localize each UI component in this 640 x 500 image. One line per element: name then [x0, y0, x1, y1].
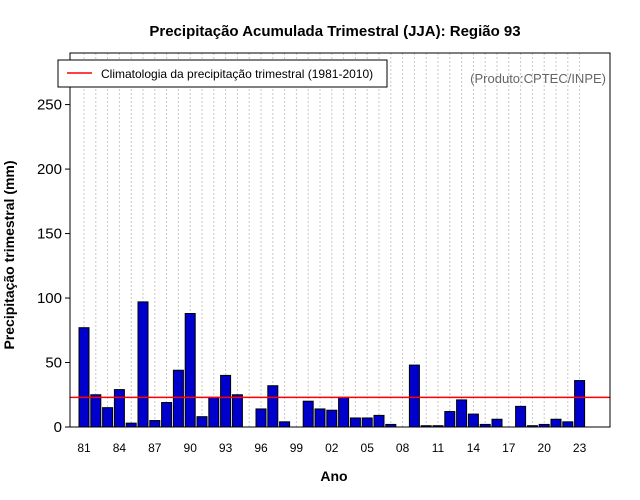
bar-2006 — [373, 414, 385, 428]
x-tick-label-81: 81 — [77, 441, 91, 455]
bar-2021 — [550, 418, 562, 428]
bar-1994 — [231, 394, 243, 428]
x-tick-label-99: 99 — [290, 441, 304, 455]
x-tick-label-23: 23 — [573, 441, 587, 455]
bar-1986 — [137, 301, 149, 428]
bar-1992 — [208, 396, 220, 428]
x-tick-label-96: 96 — [254, 441, 268, 455]
bar-1998 — [279, 421, 291, 428]
bar-1983 — [102, 407, 114, 428]
plot-frame — [69, 52, 611, 428]
legend-box — [57, 59, 388, 88]
bar-2001 — [314, 408, 326, 428]
bar-2023 — [574, 380, 586, 428]
bar-2014 — [467, 413, 479, 428]
bar-1991 — [196, 416, 208, 428]
y-axis: 0 50 100 150 200 250 — [37, 97, 70, 436]
x-tick-label-11: 11 — [432, 441, 445, 455]
bar-1997 — [267, 385, 279, 428]
bar-1987 — [149, 420, 161, 428]
bars — [78, 301, 586, 428]
bar-1985 — [125, 422, 137, 428]
bar-1988 — [161, 401, 173, 428]
bar-2009 — [408, 364, 420, 428]
y-tick-label-0: 0 — [54, 419, 62, 436]
grid-lines — [83, 53, 581, 427]
legend-label: Climatologia da precipitação trimestral … — [101, 67, 373, 81]
chart-title: Precipitação Acumulada Trimestral (JJA):… — [149, 23, 520, 40]
x-tick-label-90: 90 — [184, 441, 198, 455]
y-tick-label-250: 250 — [37, 97, 62, 114]
x-tick-label-17: 17 — [502, 441, 516, 455]
bar-2016 — [491, 418, 503, 428]
bar-2000 — [302, 400, 314, 428]
x-tick-label-02: 02 — [325, 441, 339, 455]
y-tick-label-150: 150 — [37, 226, 62, 243]
bar-2003 — [338, 396, 350, 428]
bar-1989 — [172, 369, 184, 428]
bar-1982 — [90, 394, 102, 428]
bar-2018 — [515, 405, 527, 428]
y-axis-label: Precipitação trimestral (mm) — [1, 160, 17, 349]
x-axis: 81 84 87 90 93 96 99 02 05 08 11 14 17 20 23 — [77, 441, 586, 455]
x-tick-label-14: 14 — [467, 441, 481, 455]
x-tick-label-08: 08 — [396, 441, 410, 455]
bar-1981 — [78, 327, 90, 428]
x-tick-label-20: 20 — [538, 441, 552, 455]
credit-text: (Produto:CPTEC/INPE) — [470, 71, 606, 86]
legend: Climatologia da precipitação trimestral … — [57, 59, 388, 88]
bar-1993 — [220, 374, 232, 428]
x-tick-label-84: 84 — [113, 441, 127, 455]
y-tick-label-100: 100 — [37, 290, 62, 307]
bar-1996 — [255, 408, 267, 428]
bar-2012 — [444, 411, 456, 428]
bar-2022 — [562, 421, 574, 428]
bar-2005 — [361, 417, 373, 428]
bar-2013 — [456, 399, 468, 428]
x-tick-label-93: 93 — [219, 441, 233, 455]
bar-2002 — [326, 409, 338, 428]
bar-2004 — [349, 417, 361, 428]
bar-1990 — [184, 313, 196, 428]
bar-1984 — [113, 389, 125, 428]
y-tick-label-200: 200 — [37, 161, 62, 178]
y-tick-label-50: 50 — [45, 355, 62, 372]
x-tick-label-05: 05 — [361, 441, 375, 455]
x-tick-label-87: 87 — [148, 441, 162, 455]
x-axis-label: Ano — [320, 468, 347, 484]
